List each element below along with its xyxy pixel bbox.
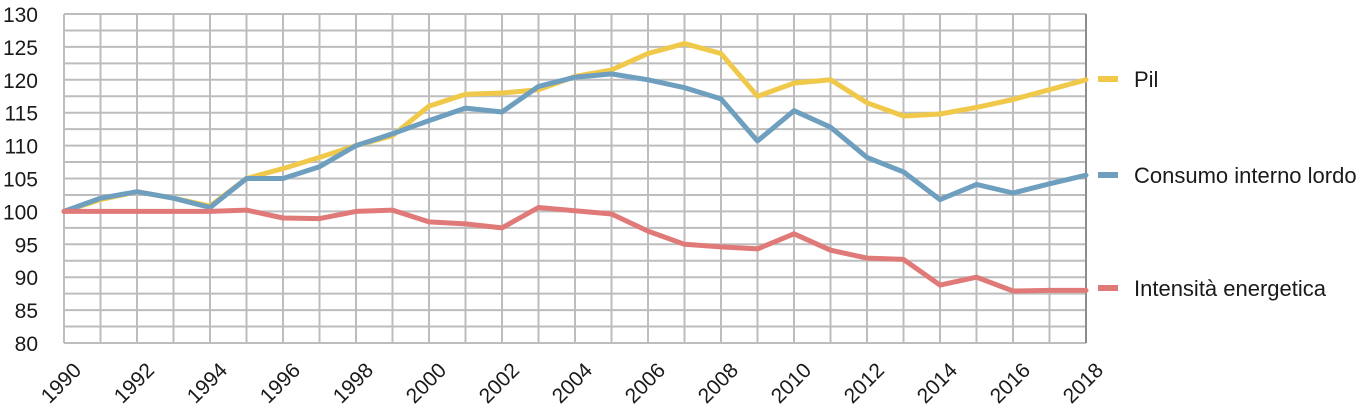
x-tick-label: 2006 [621, 359, 670, 408]
x-tick-label: 1996 [256, 359, 305, 408]
x-tick-label: 2014 [913, 359, 963, 409]
x-tick-label: 1994 [183, 359, 233, 409]
x-tick-label: 2000 [402, 359, 451, 408]
y-tick-label: 95 [15, 234, 38, 257]
series-lines [61, 41, 1089, 294]
y-tick-label: 90 [15, 267, 38, 290]
x-tick-label: 1990 [37, 359, 86, 408]
series-line-2 [61, 71, 1089, 214]
x-tick-label: 2018 [1059, 359, 1108, 408]
y-tick-label: 115 [5, 103, 38, 126]
x-tick-label: 2008 [694, 359, 743, 408]
y-tick-label: 100 [3, 201, 38, 224]
x-tick-label: 2010 [767, 359, 816, 408]
y-axis-ticks: 80 85 90 95 100 105 110 115 120 125 130 [3, 4, 38, 356]
legend: Pil Consumo interno lordo Intensità energe… [1098, 67, 1357, 301]
y-tick-label: 130 [3, 4, 38, 27]
series-line-3 [61, 205, 1089, 294]
legend-label: Intensità energetica [1134, 276, 1327, 301]
y-tick-label: 110 [5, 136, 38, 159]
x-tick-label: 1998 [329, 359, 378, 408]
legend-label: Consumo interno lordo [1134, 163, 1357, 188]
chart-grid [63, 13, 1087, 344]
x-axis-ticks: 1990 1992 1994 1996 1998 2000 2002 2004 2006 2008… [37, 359, 1108, 409]
x-tick-label: 2004 [548, 359, 598, 409]
x-tick-label: 2016 [986, 359, 1035, 408]
y-tick-label: 125 [3, 37, 38, 60]
x-tick-label: 2002 [475, 359, 524, 408]
y-tick-label: 105 [3, 169, 38, 192]
y-tick-label: 80 [15, 333, 38, 356]
y-tick-label: 85 [15, 300, 38, 323]
legend-label: Pil [1134, 67, 1158, 92]
x-tick-label: 2012 [840, 359, 889, 408]
x-tick-label: 1992 [110, 359, 159, 408]
y-tick-label: 120 [3, 70, 38, 93]
